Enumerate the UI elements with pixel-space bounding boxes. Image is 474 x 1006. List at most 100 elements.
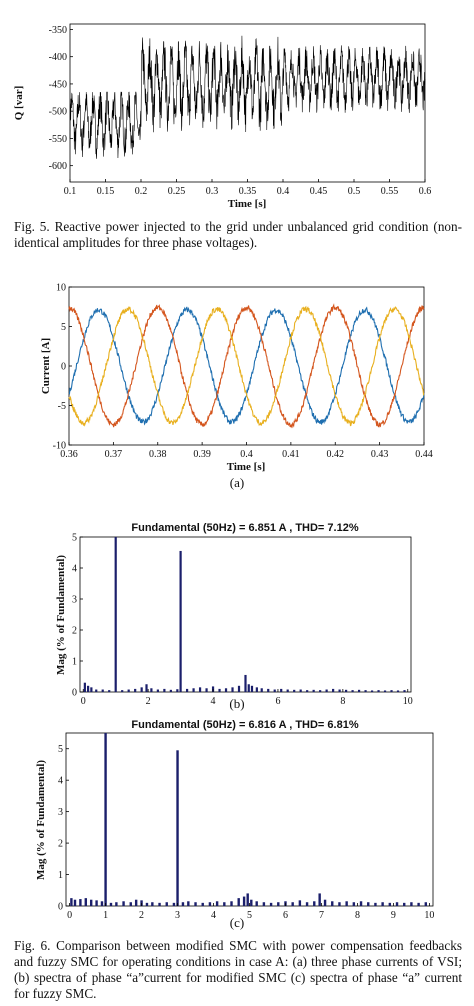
reactive-power-trace [69, 35, 426, 159]
spectrum-modified-smc-chart: Fundamental (50Hz) = 6.851 A , THD= 7.12… [55, 522, 413, 711]
x-tick-label: 0.3 [206, 186, 219, 197]
y-tick-label: -500 [49, 107, 67, 118]
y-tick-label: 10 [56, 283, 66, 294]
y-tick-label: 0 [72, 688, 77, 699]
spectrum-axes: 0 2 4 6 8 10 0 1 2 3 4 5 [72, 533, 413, 708]
x-axis-label: Time [s] [228, 198, 267, 210]
x-tick-label: 0 [81, 696, 86, 707]
x-tick-label: 4 [211, 696, 216, 707]
spectrum-bar [169, 689, 172, 692]
x-tick-label: 0.4 [240, 449, 253, 460]
y-tick-label: -350 [49, 25, 67, 36]
x-tick-label: 8 [355, 910, 360, 921]
spectrum-bar [260, 688, 263, 692]
spectrum-bar [242, 896, 246, 906]
spectrum-bar [273, 689, 276, 692]
reactive-power-line [69, 35, 426, 159]
phase-current-axes: 0.36 0.37 0.38 0.39 0.4 0.41 0.42 0.43 0.44 -10 -5… [53, 283, 433, 461]
x-axis-label: Time [s] [227, 461, 266, 473]
subfigure-label-c: (c) [230, 915, 244, 930]
spectrum-bars [70, 733, 427, 906]
plot-area [65, 732, 434, 907]
plot-area [69, 23, 426, 183]
spectrum-bar [108, 690, 111, 692]
y-tick-label: -5 [58, 401, 66, 412]
y-axis-label: Q [var] [13, 86, 25, 121]
x-tick-label: 0.39 [193, 449, 211, 460]
spectrum-bar [323, 899, 327, 906]
spectrum-bar [374, 902, 377, 906]
spectrum-bar [156, 689, 159, 692]
spectrum-bar [73, 899, 77, 906]
x-tick-label: 1 [103, 910, 108, 921]
spectrum-fuzzy-smc-chart: Fundamental (50Hz) = 6.816 A , THD= 6.81… [35, 719, 434, 930]
spectrum-bar [181, 902, 185, 906]
spectrum-bar [150, 688, 153, 692]
spectrum-bar [319, 690, 322, 692]
spectrum-bar [101, 689, 104, 692]
spectrum-bar [280, 688, 283, 692]
spectrum-bar [410, 902, 413, 906]
x-tick-label: 0.4 [277, 186, 290, 197]
spectrum-bar [237, 685, 241, 692]
reactive-power-axes: 0.1 0.15 0.2 0.25 0.3 0.35 0.4 0.45 0.5 0.55 0.6 -6… [49, 25, 432, 197]
spectrum-bar [313, 901, 316, 906]
spectrum-bar [306, 690, 309, 692]
spectrum-bar [383, 690, 387, 692]
spectrum-bar [121, 690, 124, 692]
spectrum-bar [100, 901, 104, 906]
spectrum-axes: 0 1 2 3 4 5 6 7 8 9 10 0 1 2 3 4 5 [58, 744, 434, 921]
spectrum-bar [163, 688, 166, 692]
spectrum-bar [246, 893, 249, 906]
spectrum-bar [224, 688, 228, 692]
spectrum-bar [395, 902, 399, 906]
spectrum-bar [176, 750, 179, 906]
spectrum-bar [390, 690, 393, 692]
spectrum-bar [95, 900, 98, 906]
spectrum-bar [145, 684, 148, 692]
y-tick-label: -600 [49, 161, 67, 172]
x-tick-label: 0.45 [310, 186, 328, 197]
spectrum-bar [403, 690, 406, 692]
spectrum-bar [262, 902, 266, 906]
spectrum-bar [332, 688, 335, 692]
spectrum-bar [198, 687, 202, 692]
plot-area [79, 536, 412, 693]
spectrum-bar [158, 902, 161, 906]
y-tick-label: 5 [72, 533, 77, 544]
spectrum-bar [140, 687, 143, 692]
y-tick-label: 1 [72, 657, 77, 668]
spectrum-bar [250, 899, 253, 906]
phase-c-line [68, 305, 425, 427]
y-tick-label: 3 [58, 807, 63, 818]
x-tick-label: 0.36 [60, 449, 78, 460]
spectrum-bar [134, 899, 138, 906]
spectrum-bar [115, 902, 118, 906]
spectrum-bar [286, 689, 289, 692]
spectrum-bar [145, 902, 149, 906]
x-tick-label: 0.25 [168, 186, 186, 197]
spectrum-bar [185, 688, 189, 692]
spectrum-bar [90, 687, 93, 692]
x-tick-label: 10 [424, 910, 434, 921]
x-tick-label: 0.5 [348, 186, 361, 197]
spectrum-bar [424, 902, 427, 906]
spectrum-bar [291, 902, 294, 906]
x-tick-label: 0.6 [419, 186, 432, 197]
spectrum-bar [84, 898, 87, 906]
y-tick-label: 0 [58, 902, 63, 913]
x-tick-label: 0.38 [149, 449, 167, 460]
subfigure-label-b: (b) [229, 696, 244, 711]
spectrum-bar [187, 901, 190, 906]
spectrum-bar [205, 688, 208, 692]
spectrum-bar [357, 689, 361, 692]
x-tick-label: 0.55 [381, 186, 399, 197]
x-tick-label: 0.42 [327, 449, 345, 460]
spectrum-bar [269, 902, 273, 906]
spectrum-bar [237, 898, 240, 906]
spectrum-bar [396, 690, 400, 692]
spectrum-bar [223, 902, 226, 906]
spectrum-bar [364, 690, 367, 692]
phase-currents-chart: 0.36 0.37 0.38 0.39 0.4 0.41 0.42 0.43 0.44 -10 -5… [40, 283, 433, 491]
spectrum-bar [134, 688, 137, 692]
